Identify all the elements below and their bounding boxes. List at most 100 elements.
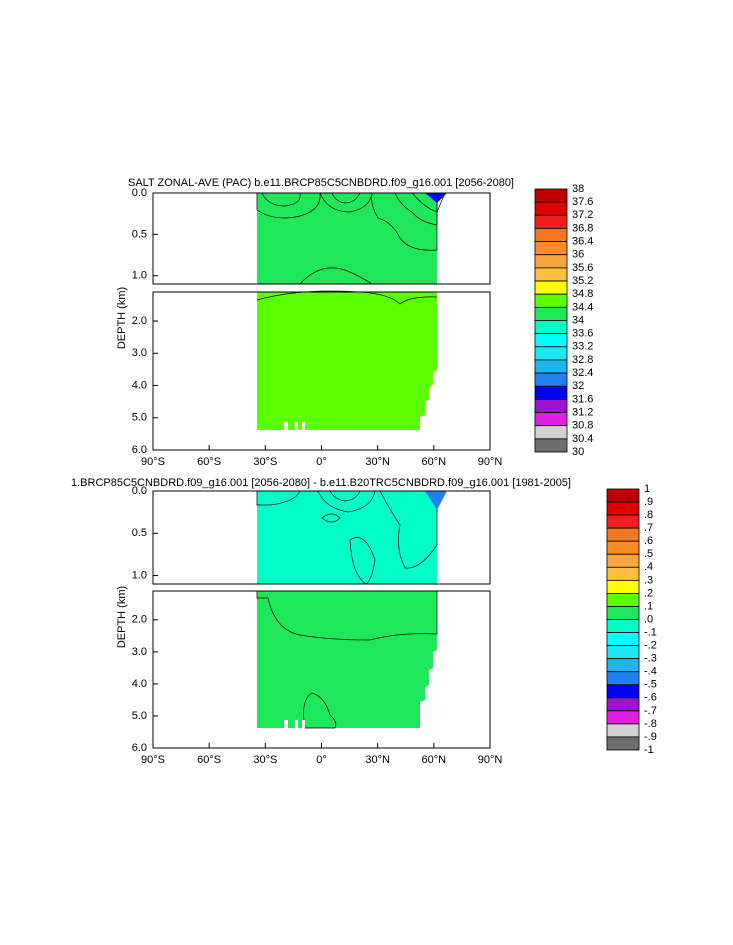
- y-tick-label: 1.0: [132, 569, 147, 581]
- colorbar-box: [534, 359, 568, 374]
- colorbar-box: [534, 398, 568, 413]
- y-tick-label: 2.0: [132, 315, 147, 327]
- colorbar-box: [606, 723, 640, 738]
- colorbar-label: 31.2: [572, 406, 593, 418]
- colorbar-label: -.9: [644, 731, 657, 743]
- colorbar-box: [606, 501, 640, 516]
- colorbar-label: .3: [644, 574, 653, 586]
- colorbar-box: [606, 710, 640, 725]
- y-tick-label: 4.0: [132, 379, 147, 391]
- contour-field: [256, 192, 447, 430]
- colorbar-label: 30: [572, 446, 584, 458]
- colorbar-label: 36.4: [572, 236, 593, 248]
- colorbar-label: -.2: [644, 640, 657, 652]
- y-axis-label: DEPTH (km): [116, 287, 128, 349]
- y-tick-label: 1.0: [132, 270, 147, 282]
- x-tick-label: 60°S: [197, 456, 221, 468]
- x-tick-label: 60°S: [197, 754, 221, 766]
- colorbar-box: [534, 293, 568, 308]
- y-tick-label: 5.0: [132, 412, 147, 424]
- colorbar-box: [534, 214, 568, 229]
- colorbar-box: [606, 697, 640, 712]
- plot-frame: [152, 490, 491, 585]
- colorbar-box: [606, 579, 640, 594]
- colorbar-label: 35.2: [572, 275, 593, 287]
- colorbar-box: [534, 188, 568, 203]
- colorbar-box: [534, 333, 568, 348]
- colorbar-label: 34.8: [572, 288, 593, 300]
- colorbar-box: [606, 540, 640, 555]
- y-tick-label: 0.0: [132, 187, 147, 199]
- x-tick-label: 0°: [316, 754, 327, 766]
- x-tick-label: 30°S: [253, 456, 277, 468]
- colorbar-label: .4: [644, 561, 653, 573]
- colorbar-box: [606, 527, 640, 542]
- colorbar-box: [534, 320, 568, 335]
- colorbar-label: .7: [644, 522, 653, 534]
- x-tick-label: 90°S: [141, 456, 165, 468]
- colorbar-label: 32.4: [572, 367, 593, 379]
- colorbar-label: 35.6: [572, 262, 593, 274]
- y-tick-label: 3.0: [132, 646, 147, 658]
- colorbar-box: [534, 267, 568, 282]
- colorbar-label: 36: [572, 249, 584, 261]
- x-tick-label: 30°N: [365, 456, 390, 468]
- colorbar-box: [606, 658, 640, 673]
- colorbar-label: 1: [644, 483, 650, 495]
- y-tick-label: 0.5: [132, 527, 147, 539]
- colorbar-box: [606, 514, 640, 529]
- contour-field: [256, 490, 447, 729]
- plot-frame: [152, 192, 491, 285]
- y-tick-label: 2.0: [132, 614, 147, 626]
- colorbar-box: [534, 346, 568, 361]
- colorbar-label: 34.4: [572, 301, 593, 313]
- x-tick-label: 60°N: [422, 456, 447, 468]
- colorbar-label: 31.6: [572, 393, 593, 405]
- y-axis-label: DEPTH (km): [116, 586, 128, 648]
- colorbar-label: -.4: [644, 666, 657, 678]
- colorbar-box: [534, 280, 568, 295]
- y-tick-label: 6.0: [132, 742, 147, 754]
- colorbar-box: [534, 372, 568, 387]
- x-tick-label: 30°N: [365, 754, 390, 766]
- colorbar-label: .5: [644, 548, 653, 560]
- colorbar-box: [606, 566, 640, 581]
- colorbar-label: -.8: [644, 718, 657, 730]
- colorbar-box: [534, 201, 568, 216]
- colorbar-label: 38: [572, 183, 584, 195]
- colorbar-label: -.1: [644, 626, 657, 638]
- colorbar-label: -.6: [644, 692, 657, 704]
- y-tick-label: 3.0: [132, 347, 147, 359]
- x-tick-label: 30°S: [253, 754, 277, 766]
- colorbar-box: [534, 438, 568, 453]
- colorbar-label: .1: [644, 600, 653, 612]
- colorbar-label: .6: [644, 535, 653, 547]
- colorbar-box: [606, 736, 640, 751]
- colorbar-box: [606, 684, 640, 699]
- colorbar-label: .8: [644, 509, 653, 521]
- colorbar-box: [606, 593, 640, 607]
- colorbar-box: [534, 385, 568, 400]
- y-tick-label: 0.0: [132, 485, 147, 497]
- colorbar-box: [534, 254, 568, 269]
- colorbar-box: [606, 671, 640, 686]
- colorbar-label: 36.8: [572, 222, 593, 234]
- y-tick-label: 5.0: [132, 710, 147, 722]
- colorbar-label: 37.2: [572, 209, 593, 221]
- colorbar-box: [606, 619, 640, 633]
- colorbar-label: 30.4: [572, 433, 593, 445]
- panel-title: 1.BRCP85C5CNBDRD.f09_g16.001 [2056-2080]…: [71, 477, 571, 489]
- y-tick-label: 4.0: [132, 678, 147, 690]
- colorbar-box: [606, 488, 640, 503]
- colorbar-box: [534, 412, 568, 427]
- colorbar-label: 32.8: [572, 354, 593, 366]
- x-tick-label: 60°N: [422, 754, 447, 766]
- y-tick-label: 0.5: [132, 228, 147, 240]
- colorbar-label: 34: [572, 314, 584, 326]
- colorbar-box: [534, 306, 568, 321]
- panel-title: SALT ZONAL-AVE (PAC) b.e11.BRCP85C5CNBDR…: [128, 177, 514, 189]
- colorbar-box: [606, 553, 640, 568]
- x-tick-label: 90°N: [478, 456, 503, 468]
- colorbar-label: 33.6: [572, 328, 593, 340]
